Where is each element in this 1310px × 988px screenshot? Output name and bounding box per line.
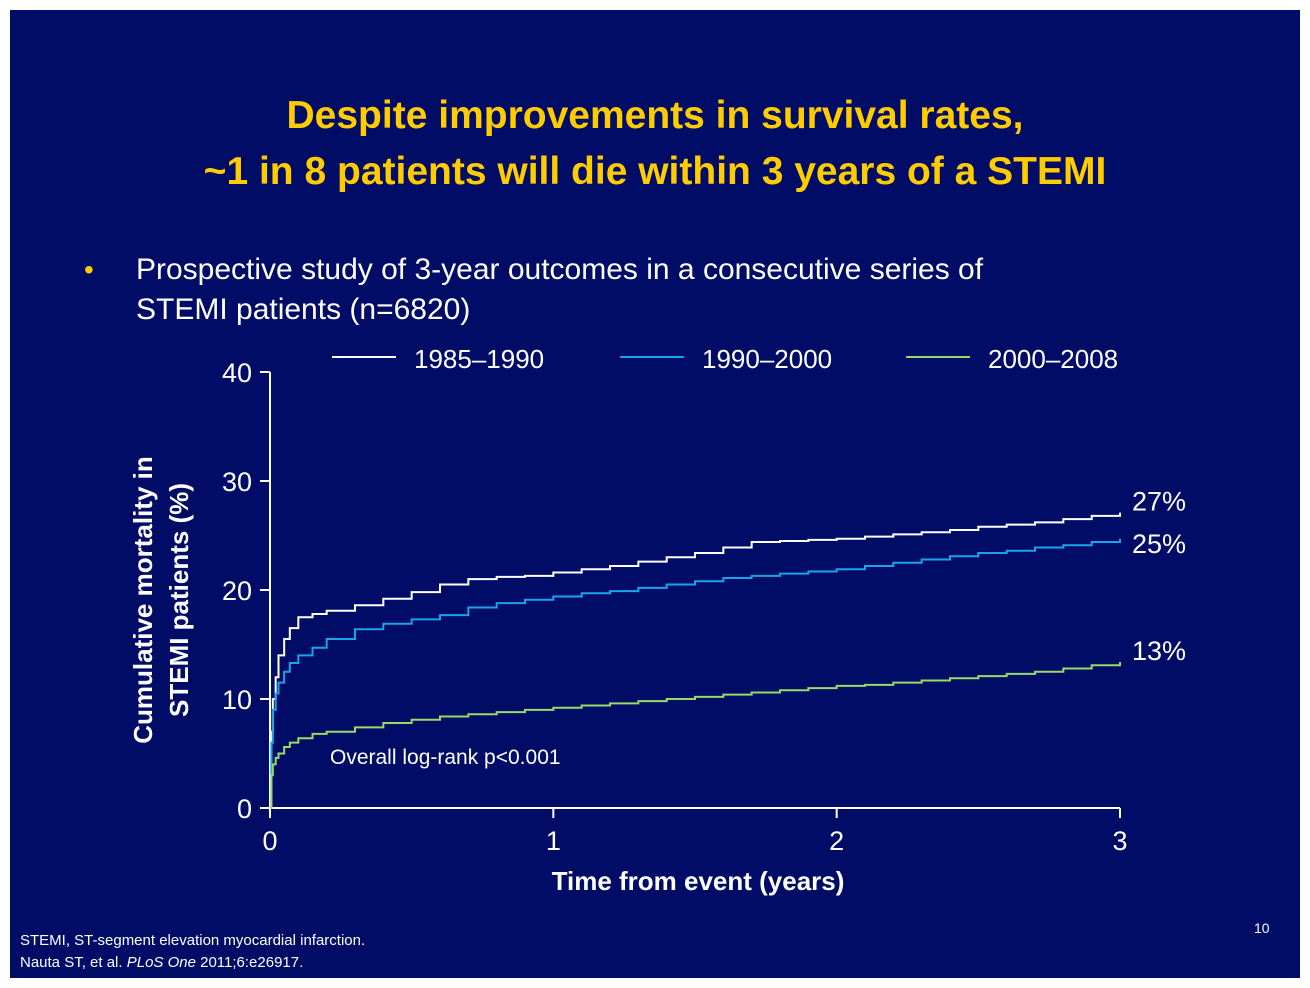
- y-tick-label: 0: [237, 794, 252, 824]
- bullet-line-1: Prospective study of 3-year outcomes in …: [136, 253, 984, 286]
- legend: 1985–1990 1990–2000 2000–2008: [332, 344, 1118, 374]
- bullet-marker: •: [84, 254, 94, 285]
- legend-item-1985-1990: 1985–1990: [332, 344, 544, 374]
- citation-journal: PLoS One: [126, 954, 196, 971]
- series-line-2: [270, 661, 1121, 809]
- citation-authors: Nauta ST, et al.: [20, 954, 127, 971]
- end-label-2: 13%: [1132, 636, 1186, 666]
- x-tick-label: 2: [829, 826, 844, 856]
- series-lines: [270, 512, 1121, 809]
- end-label-1: 25%: [1132, 529, 1186, 559]
- bullet-text: Prospective study of 3-year outcomes in …: [136, 250, 1196, 330]
- x-tick-label: 3: [1112, 826, 1127, 856]
- legend-label-1985-1990: 1985–1990: [414, 344, 544, 374]
- legend-item-1990-2000: 1990–2000: [620, 344, 832, 374]
- y-axis-label-line-1: Cumulative mortality in: [128, 456, 158, 744]
- x-tick-label: 1: [546, 826, 561, 856]
- y-tick-label: 20: [222, 576, 252, 606]
- end-labels: 27% 25% 13%: [1132, 487, 1186, 666]
- series-line-0: [270, 512, 1121, 809]
- slide-title: Despite improvements in survival rates, …: [10, 88, 1300, 200]
- legend-label-2000-2008: 2000–2008: [988, 344, 1118, 374]
- citation-details: 2011;6:e26917.: [195, 954, 304, 971]
- legend-label-1990-2000: 1990–2000: [702, 344, 832, 374]
- bullet-line-2: STEMI patients (n=6820): [136, 293, 471, 326]
- x-tick-label: 0: [262, 826, 277, 856]
- footnote-line-1: STEMI, ST-segment elevation myocardial i…: [20, 932, 366, 949]
- log-rank-annotation: Overall log-rank p<0.001: [330, 746, 561, 769]
- title-line-1: Despite improvements in survival rates,: [286, 94, 1024, 137]
- series-line-1: [270, 538, 1121, 809]
- end-label-0: 27%: [1132, 487, 1186, 517]
- axes: 0 10 20 30 40 0 1 2 3: [222, 358, 1128, 856]
- mortality-chart: 1985–1990 1990–2000 2000–2008 0102030400…: [128, 344, 1186, 896]
- y-axis-label-line-2: STEMI patients (%): [164, 483, 194, 717]
- y-tick-label: 10: [222, 685, 252, 715]
- title-line-2: ~1 in 8 patients will die within 3 years…: [203, 150, 1107, 193]
- footnote-line-2: Nauta ST, et al. PLoS One 2011;6:e26917.: [20, 952, 365, 974]
- legend-item-2000-2008: 2000–2008: [906, 344, 1118, 374]
- x-axis-label: Time from event (years): [552, 866, 845, 896]
- y-tick-label: 30: [222, 467, 252, 497]
- slide: Despite improvements in survival rates, …: [10, 10, 1300, 978]
- footnote: STEMI, ST-segment elevation myocardial i…: [20, 930, 365, 974]
- page-number: 10: [1254, 920, 1270, 936]
- y-tick-label: 40: [222, 358, 252, 388]
